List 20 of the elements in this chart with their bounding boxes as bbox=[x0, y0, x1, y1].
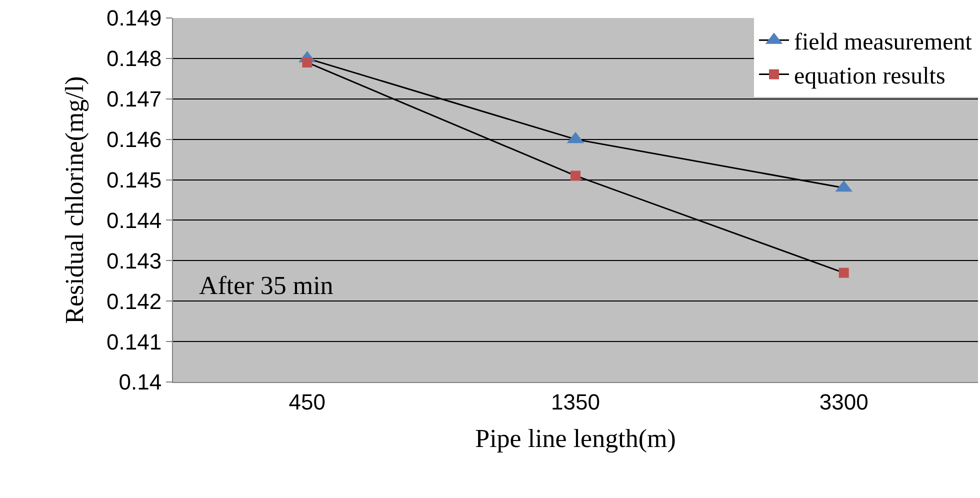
x-tick-label: 3300 bbox=[819, 389, 868, 414]
y-axis-title: Residual chlorine(mg/l) bbox=[60, 76, 89, 324]
y-tick-label: 0.143 bbox=[106, 248, 162, 274]
y-tick-label: 0.141 bbox=[106, 329, 162, 354]
annotation: After 35 min bbox=[199, 271, 334, 300]
legend-label: equation results bbox=[794, 64, 946, 90]
y-tick-label: 0.147 bbox=[106, 86, 162, 112]
point bbox=[570, 170, 580, 181]
y-tick-label: 0.149 bbox=[106, 6, 162, 31]
y-tick-label: 0.146 bbox=[106, 127, 162, 152]
x-tick-label: 1350 bbox=[551, 389, 600, 414]
x-axis-title: Pipe line length(m) bbox=[475, 424, 676, 454]
y-tick-label: 0.148 bbox=[106, 46, 162, 72]
legend-label: field measurement bbox=[794, 29, 972, 56]
point bbox=[838, 268, 849, 278]
y-tick-label: 0.145 bbox=[106, 167, 162, 192]
y-tick-label: 0.14 bbox=[118, 370, 162, 395]
y-tick-label: 0.142 bbox=[106, 288, 162, 314]
x-tick-label: 450 bbox=[288, 389, 326, 414]
y-tick-label: 0.144 bbox=[106, 208, 162, 233]
